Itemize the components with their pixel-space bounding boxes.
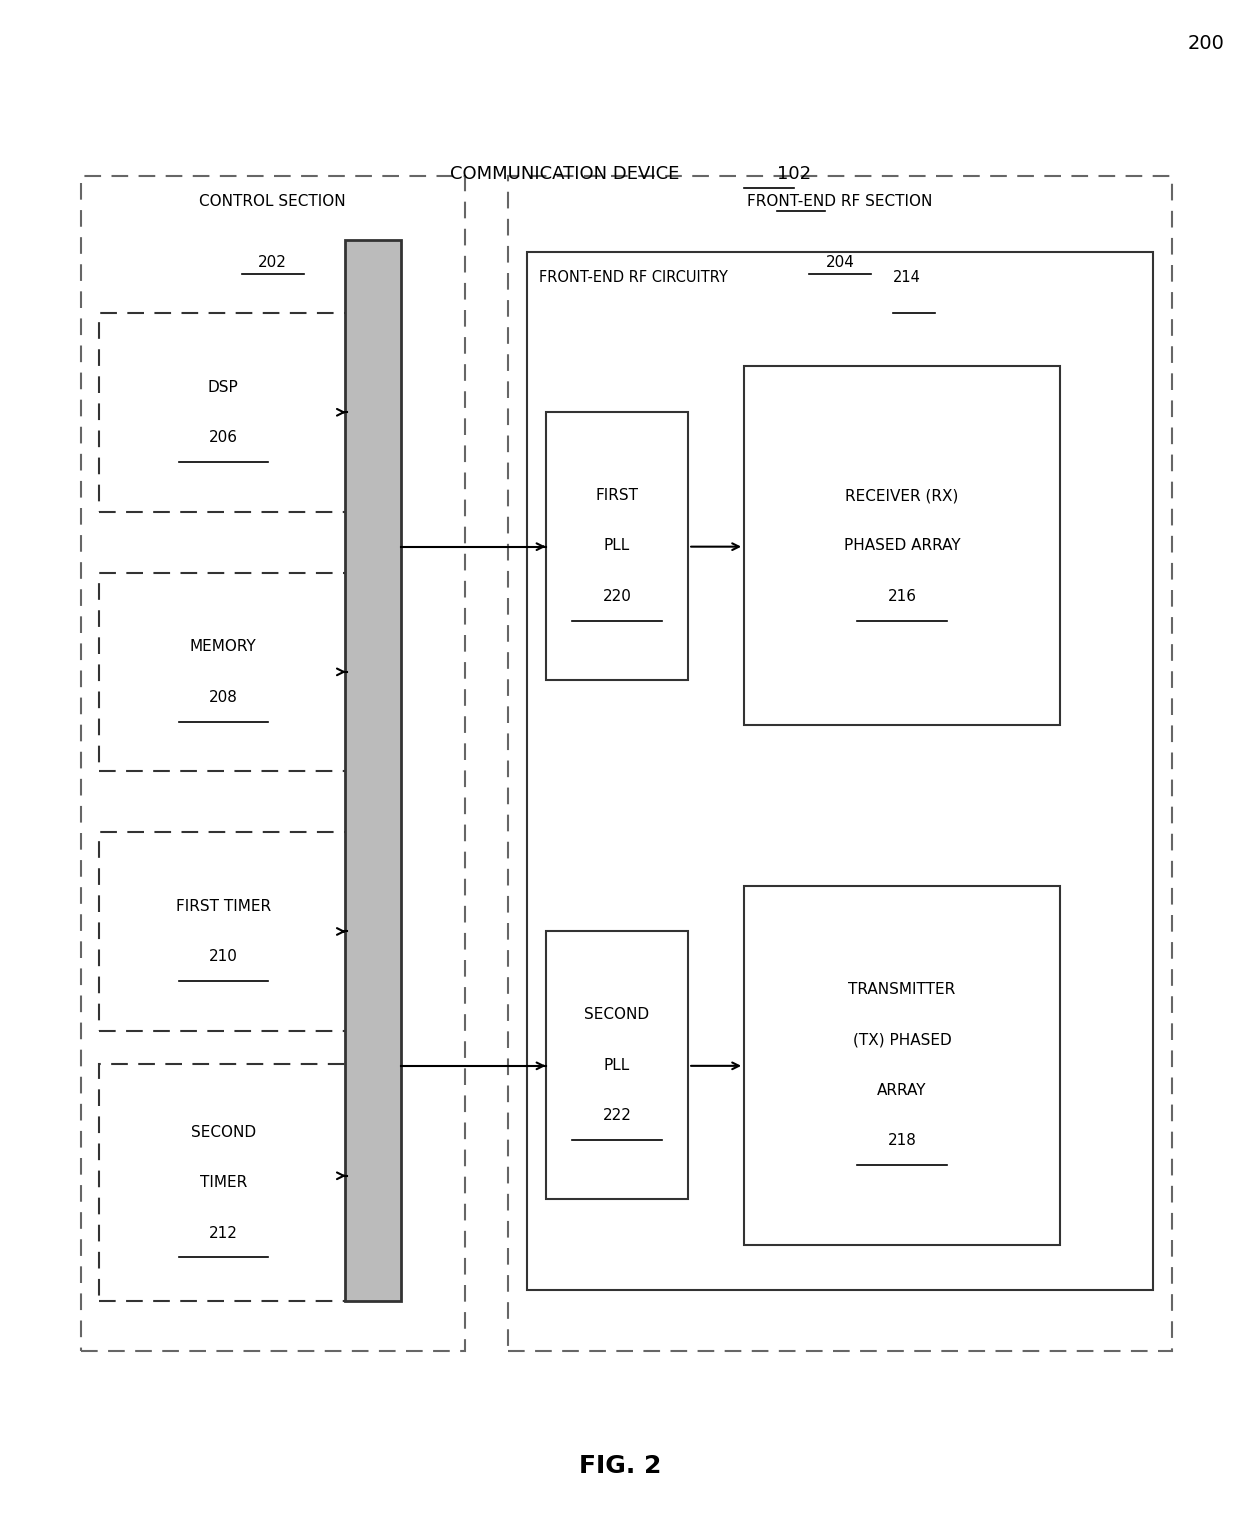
Text: MEMORY: MEMORY	[190, 640, 257, 654]
Text: DSP: DSP	[208, 380, 238, 394]
Bar	[81, 176, 465, 1351]
Text: (TX) PHASED: (TX) PHASED	[853, 1032, 951, 1048]
Text: 102: 102	[777, 165, 812, 183]
Text: FIRST: FIRST	[595, 489, 639, 502]
Text: 214: 214	[893, 270, 920, 286]
Text: 212: 212	[208, 1226, 238, 1240]
Bar	[99, 1064, 347, 1301]
Text: CONTROL SECTION: CONTROL SECTION	[200, 194, 346, 209]
Bar	[99, 573, 347, 771]
Text: 216: 216	[888, 589, 916, 603]
Bar	[345, 240, 401, 1301]
Bar	[546, 931, 688, 1199]
Text: FIRST TIMER: FIRST TIMER	[176, 899, 270, 913]
Bar	[99, 832, 347, 1031]
Text: TRANSMITTER: TRANSMITTER	[848, 982, 956, 997]
Text: FIG. 2: FIG. 2	[579, 1454, 661, 1478]
Text: 210: 210	[208, 950, 238, 964]
Bar	[744, 886, 1060, 1245]
Text: FRONT-END RF CIRCUITRY: FRONT-END RF CIRCUITRY	[539, 270, 728, 286]
Text: FRONT-END RF SECTION: FRONT-END RF SECTION	[748, 194, 932, 209]
Text: PLL: PLL	[604, 1058, 630, 1072]
Text: TIMER: TIMER	[200, 1176, 247, 1190]
Text: SECOND: SECOND	[191, 1125, 255, 1139]
Text: 206: 206	[208, 431, 238, 444]
Bar	[744, 366, 1060, 725]
Text: PHASED ARRAY: PHASED ARRAY	[843, 539, 961, 553]
Bar	[546, 412, 688, 680]
Text: 208: 208	[208, 690, 238, 704]
Text: 204: 204	[826, 255, 854, 270]
Text: 218: 218	[888, 1133, 916, 1148]
Bar	[508, 176, 1172, 1351]
Bar	[527, 252, 1153, 1290]
Text: 202: 202	[258, 255, 288, 270]
Text: 200: 200	[1188, 34, 1225, 52]
Bar	[99, 313, 347, 512]
Text: COMMUNICATION DEVICE: COMMUNICATION DEVICE	[450, 165, 678, 183]
Text: SECOND: SECOND	[584, 1008, 650, 1022]
Text: 222: 222	[603, 1109, 631, 1122]
Text: 220: 220	[603, 589, 631, 603]
Text: ARRAY: ARRAY	[878, 1083, 926, 1098]
Text: RECEIVER (RX): RECEIVER (RX)	[846, 489, 959, 502]
Text: PLL: PLL	[604, 539, 630, 553]
